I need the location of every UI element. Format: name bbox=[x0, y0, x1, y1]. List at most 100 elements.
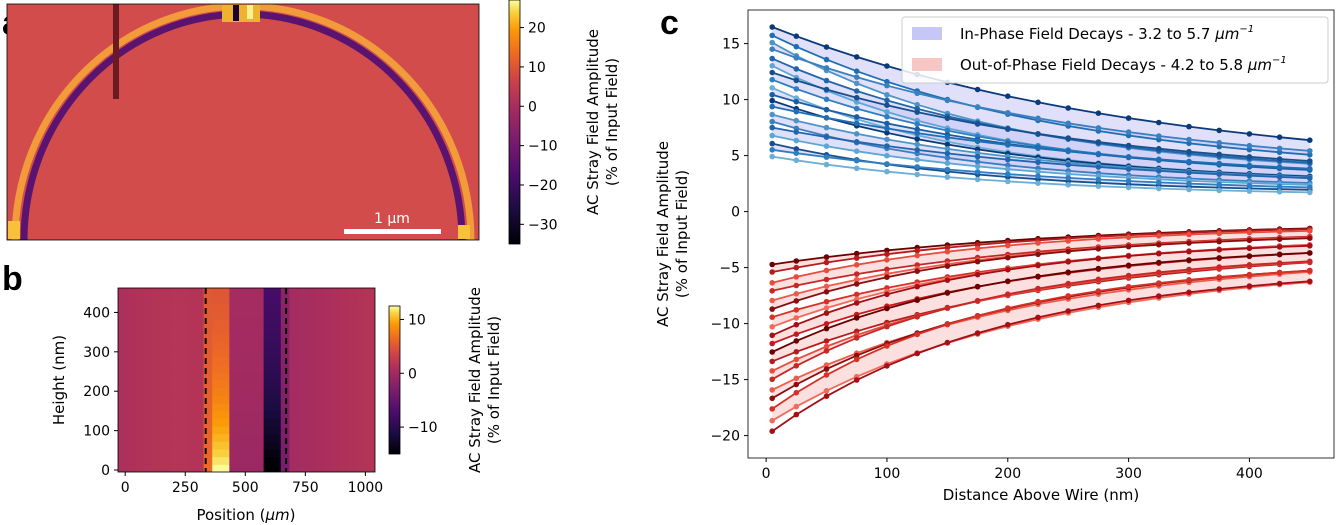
panel-b-cell bbox=[118, 372, 128, 381]
panel-a-colorbar-gradient bbox=[508, 0, 521, 245]
panel-b-cell bbox=[289, 349, 299, 358]
panel-b-cell bbox=[357, 395, 367, 404]
out-of-phase-point bbox=[974, 283, 981, 290]
panel-b-cell bbox=[169, 380, 179, 389]
out-of-phase-point bbox=[1095, 246, 1102, 252]
panel-b-cell bbox=[186, 372, 196, 381]
in-phase-point bbox=[1307, 152, 1313, 158]
in-phase-point bbox=[1276, 145, 1283, 152]
in-phase-point bbox=[944, 141, 951, 148]
panel-b-cell bbox=[152, 364, 162, 373]
in-phase-point bbox=[793, 77, 800, 84]
panel-b-cell bbox=[186, 426, 196, 435]
out-of-phase-point bbox=[1065, 269, 1071, 276]
in-phase-point bbox=[1065, 175, 1071, 181]
in-phase-point bbox=[974, 159, 981, 165]
panel-a-colorbar-tick-label: 10 bbox=[528, 60, 546, 76]
panel-b-cell bbox=[135, 326, 145, 335]
panel-b-cell bbox=[195, 464, 205, 472]
panel-b-cell bbox=[237, 288, 247, 297]
panel-b-cell bbox=[203, 311, 213, 320]
in-phase-point bbox=[853, 139, 860, 145]
panel-b-cell bbox=[160, 303, 170, 312]
in-phase-point bbox=[793, 117, 800, 124]
panel-b-cell bbox=[126, 433, 136, 442]
panel-b-cell bbox=[143, 403, 153, 412]
out-of-phase-point bbox=[793, 282, 800, 289]
out-of-phase-point bbox=[1307, 267, 1313, 274]
panel-b-cell bbox=[152, 311, 162, 320]
panel-b-cell bbox=[357, 288, 367, 297]
in-phase-point bbox=[1095, 125, 1102, 131]
out-of-phase-point bbox=[793, 411, 800, 418]
panel-b-cell bbox=[118, 387, 128, 396]
panel-b-cell bbox=[366, 303, 375, 312]
out-of-phase-point bbox=[1156, 269, 1162, 276]
panel-b-cell bbox=[357, 464, 367, 472]
panel-b-cell bbox=[306, 326, 316, 335]
panel-b-cell bbox=[357, 334, 367, 343]
out-of-phase-point bbox=[1216, 274, 1222, 280]
in-phase-point bbox=[1095, 139, 1102, 145]
panel-b-cell bbox=[289, 426, 299, 435]
in-phase-point bbox=[823, 115, 830, 121]
panel-b-cell bbox=[340, 372, 350, 381]
panel-b-cell bbox=[357, 433, 367, 442]
legend-swatch-out-of-phase bbox=[912, 58, 942, 71]
in-phase-point bbox=[1095, 110, 1102, 116]
out-of-phase-point bbox=[769, 428, 775, 435]
panel-b-cell bbox=[220, 380, 230, 389]
panel-a-frame bbox=[6, 3, 480, 241]
in-phase-point bbox=[1276, 164, 1283, 170]
panel-b-cell bbox=[229, 295, 239, 304]
panel-b-cell bbox=[118, 418, 128, 427]
in-phase-point bbox=[884, 130, 890, 136]
panel-b-cell bbox=[306, 426, 316, 435]
out-of-phase-point bbox=[793, 356, 800, 363]
out-of-phase-point bbox=[1065, 259, 1071, 265]
panel-b-cell bbox=[332, 334, 342, 343]
panel-b-cell bbox=[255, 426, 265, 435]
panel-b-cell bbox=[160, 311, 170, 320]
in-phase-point bbox=[914, 90, 920, 97]
in-phase-point bbox=[1186, 148, 1192, 155]
panel-b-cell bbox=[315, 449, 325, 458]
in-phase-point bbox=[1246, 146, 1253, 153]
out-of-phase-point bbox=[853, 276, 860, 283]
panel-b-cell bbox=[177, 380, 188, 389]
panel-b-cell bbox=[186, 349, 196, 358]
out-of-phase-point bbox=[823, 276, 830, 283]
panel-b-cell bbox=[237, 433, 247, 442]
panel-b-cell bbox=[203, 387, 213, 396]
panel-b-cell bbox=[323, 395, 333, 404]
in-phase-point bbox=[1065, 105, 1071, 111]
in-phase-point bbox=[769, 24, 775, 30]
in-phase-point bbox=[974, 163, 981, 170]
panel-b-cell bbox=[220, 464, 230, 472]
panel-b-cell bbox=[237, 372, 247, 381]
panel-b-cell bbox=[272, 403, 282, 412]
in-phase-point bbox=[1005, 110, 1011, 116]
panel-c-x-tick-label: 400 bbox=[1236, 466, 1263, 482]
panel-b-cell bbox=[160, 456, 170, 465]
panel-b-cell bbox=[212, 357, 222, 366]
in-phase-point bbox=[823, 77, 830, 84]
panel-b-cell bbox=[212, 441, 222, 450]
panel-b-cell bbox=[255, 395, 265, 404]
out-of-phase-point bbox=[823, 310, 830, 316]
out-of-phase-point bbox=[853, 300, 860, 306]
panel-b-cell bbox=[118, 395, 128, 404]
panel-b-cell bbox=[246, 410, 256, 419]
panel-b-cell bbox=[272, 341, 282, 350]
panel-b-cell bbox=[229, 449, 239, 458]
panel-b-cell bbox=[237, 334, 247, 343]
panel-b-cell bbox=[186, 433, 196, 442]
panel-b-cell bbox=[220, 326, 230, 335]
panel-b-cell bbox=[349, 418, 359, 427]
in-phase-point bbox=[793, 66, 800, 72]
panel-b-cell bbox=[323, 326, 333, 335]
out-of-phase-point bbox=[793, 307, 800, 313]
panel-b-cell bbox=[220, 288, 230, 297]
in-phase-point bbox=[823, 134, 830, 140]
